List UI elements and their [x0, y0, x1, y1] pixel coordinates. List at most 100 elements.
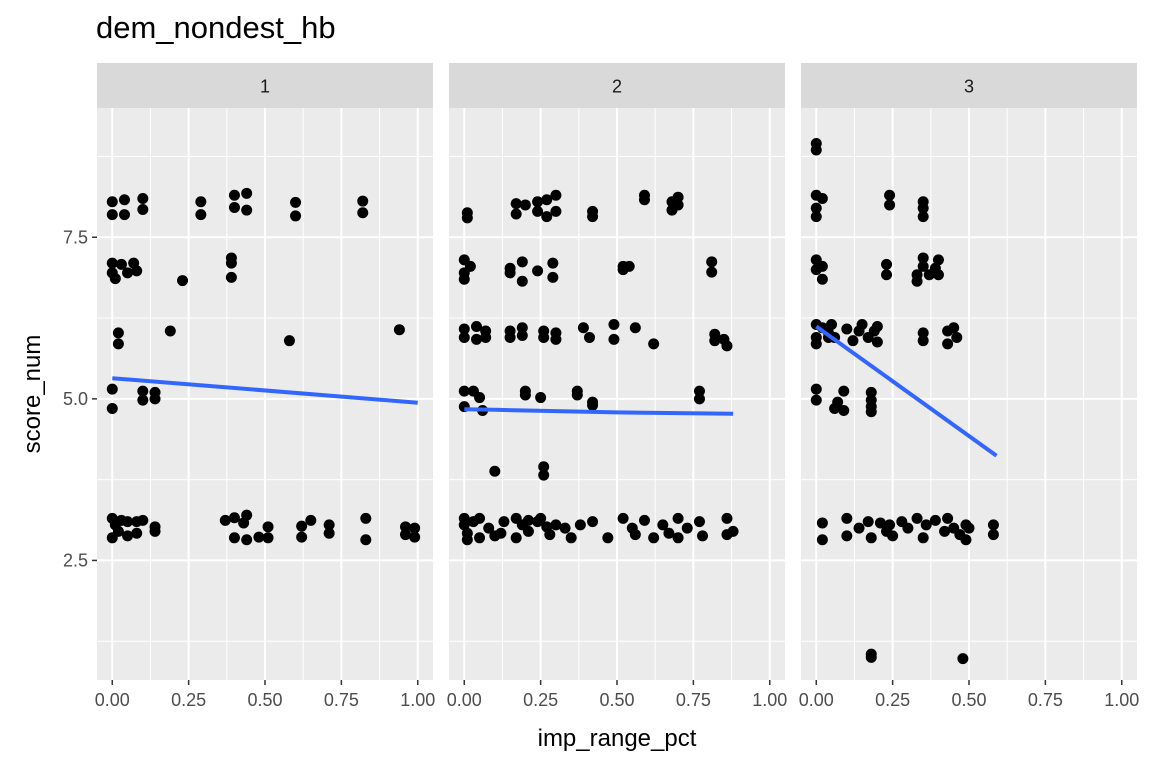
data-point — [727, 525, 739, 537]
data-point — [816, 260, 828, 272]
data-point — [810, 383, 822, 395]
data-point — [663, 527, 675, 539]
data-point — [881, 258, 893, 270]
data-point — [106, 257, 118, 269]
data-point — [887, 530, 899, 542]
data-point — [106, 403, 118, 415]
data-point — [871, 336, 883, 348]
data-point — [296, 531, 308, 543]
data-point — [847, 335, 859, 347]
data-point — [510, 208, 522, 220]
data-point — [106, 196, 118, 208]
data-point — [657, 519, 669, 531]
data-point — [262, 521, 274, 533]
data-point — [884, 189, 896, 201]
data-point — [587, 516, 599, 528]
data-point — [810, 394, 822, 406]
trend-line — [464, 407, 734, 416]
data-point — [881, 269, 893, 281]
x-tick-label: 0.50 — [599, 690, 634, 710]
data-point — [911, 512, 923, 524]
data-point — [241, 187, 253, 199]
data-point — [810, 144, 822, 156]
data-point — [357, 195, 369, 207]
data-point — [504, 331, 516, 343]
data-point — [228, 202, 240, 214]
data-point — [550, 333, 562, 345]
data-point — [810, 202, 822, 214]
x-tick-label: 0.50 — [951, 690, 986, 710]
data-point — [262, 532, 274, 544]
data-point — [470, 320, 482, 332]
data-point — [474, 392, 486, 404]
data-point — [920, 519, 932, 531]
data-point — [987, 529, 999, 541]
data-point — [228, 512, 240, 524]
data-point — [538, 331, 550, 343]
data-point — [841, 530, 853, 542]
data-point — [228, 189, 240, 201]
data-point — [458, 323, 470, 335]
data-point — [884, 199, 896, 211]
data-point — [948, 322, 960, 334]
trend-line — [112, 376, 418, 405]
data-point — [963, 522, 975, 534]
data-point — [118, 194, 130, 206]
data-point — [522, 514, 534, 526]
data-point — [538, 461, 550, 473]
data-point — [112, 338, 124, 350]
x-tick-label: 0.00 — [447, 690, 482, 710]
data-point — [917, 211, 929, 223]
data-point — [474, 512, 486, 524]
x-tick-label: 0.75 — [1028, 690, 1063, 710]
data-point — [709, 335, 721, 347]
data-point — [865, 532, 877, 544]
data-point — [470, 333, 482, 345]
data-point — [137, 394, 149, 406]
data-point — [400, 529, 412, 541]
data-point — [516, 322, 528, 334]
data-point — [296, 520, 308, 532]
data-point — [608, 333, 620, 345]
data-point — [112, 327, 124, 339]
facet-strip-label: 2 — [612, 77, 622, 97]
data-point — [648, 338, 660, 350]
data-point — [360, 534, 372, 546]
data-point — [874, 517, 886, 529]
data-point — [535, 392, 547, 404]
data-point — [532, 265, 544, 277]
data-point — [547, 257, 559, 269]
data-point — [115, 258, 127, 270]
data-point — [532, 196, 544, 208]
data-point — [241, 509, 253, 521]
data-point — [323, 527, 335, 539]
data-point — [721, 340, 733, 352]
data-point — [838, 385, 850, 397]
data-point — [547, 271, 559, 283]
data-point — [538, 469, 550, 481]
y-tick-label: 5.0 — [63, 389, 88, 409]
data-point — [865, 651, 877, 663]
chart-title: dem_nondest_hb — [96, 10, 336, 45]
data-point — [137, 385, 149, 397]
facet-strip — [801, 63, 1137, 108]
data-point — [623, 260, 635, 272]
data-point — [550, 205, 562, 217]
data-point — [957, 653, 969, 665]
x-tick-label: 1.00 — [400, 690, 435, 710]
data-point — [106, 209, 118, 221]
data-point — [865, 386, 877, 398]
data-point — [841, 512, 853, 524]
data-point — [357, 207, 369, 219]
data-point — [706, 266, 718, 278]
x-axis-title: imp_range_pct — [538, 725, 697, 752]
data-point — [816, 517, 828, 529]
data-point — [629, 322, 641, 334]
data-point — [474, 532, 486, 544]
data-point — [241, 534, 253, 546]
x-tick-label: 0.75 — [324, 690, 359, 710]
data-point — [638, 514, 650, 526]
data-point — [697, 530, 709, 542]
data-point — [587, 399, 599, 411]
x-tick-label: 0.25 — [171, 690, 206, 710]
